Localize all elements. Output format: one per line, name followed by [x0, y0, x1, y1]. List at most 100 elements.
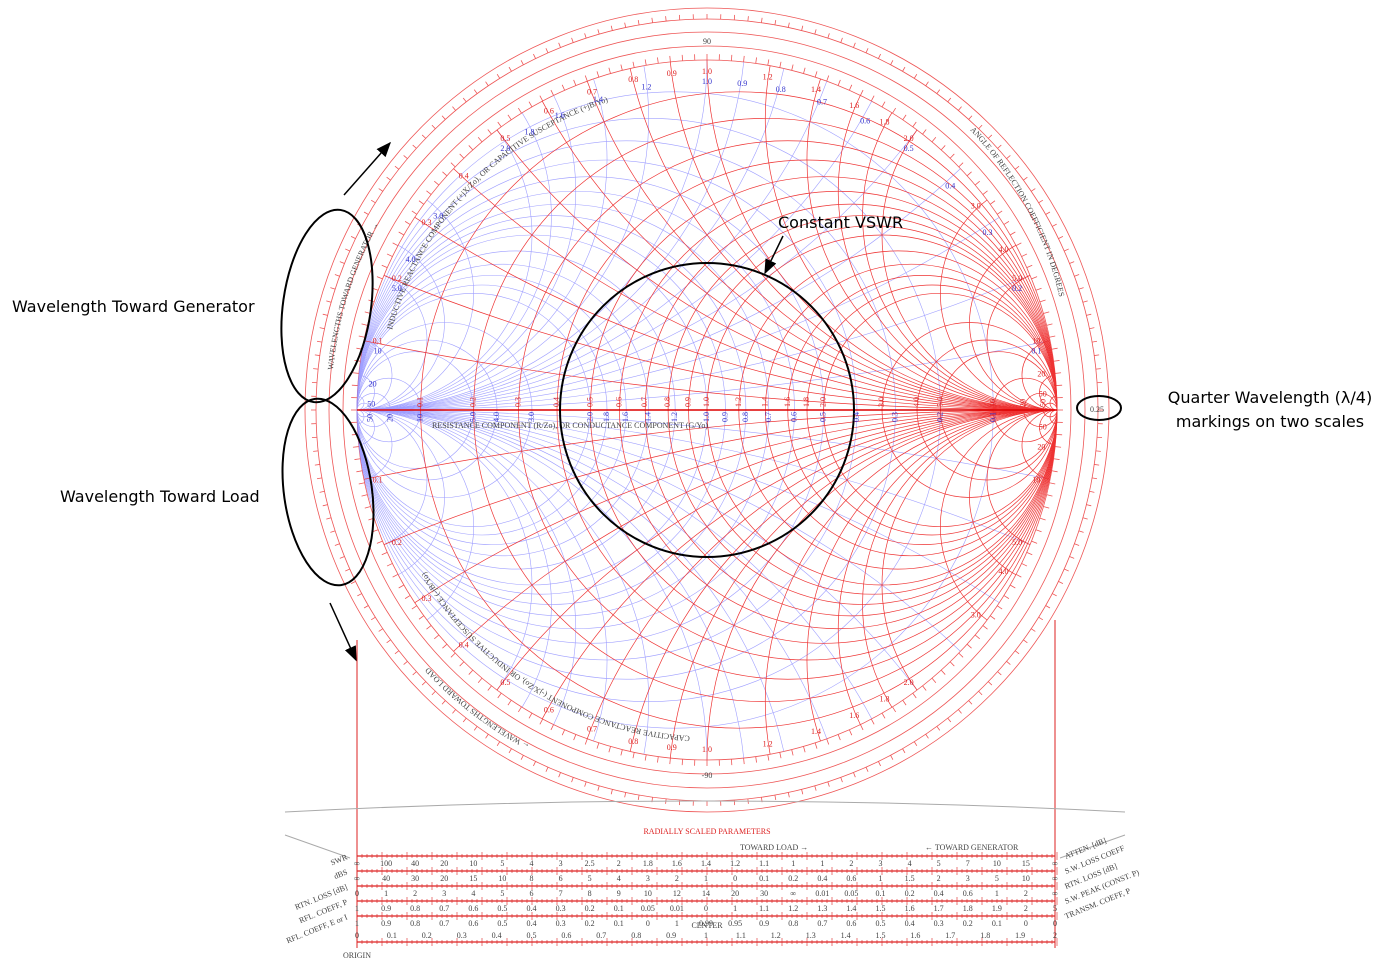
ring-tick — [651, 17, 653, 23]
ring-tick — [571, 37, 574, 43]
ring-tick — [326, 517, 332, 520]
reactance-arc — [496, 409, 1058, 691]
ring-tick — [386, 639, 391, 644]
ring-tick — [1058, 236, 1064, 239]
scale-label: 0.9 — [666, 931, 676, 940]
ring-tick — [779, 61, 782, 68]
reactance-arc — [629, 409, 1058, 752]
reactance-label: 3.0 — [971, 201, 981, 210]
reactance-label: 1.2 — [763, 739, 773, 748]
ring-tick — [912, 692, 917, 699]
ring-tick — [1094, 464, 1100, 466]
reactance-arc — [881, 409, 1058, 691]
ring-tick — [996, 210, 1003, 215]
resistance-label: 1.8 — [802, 397, 811, 407]
susceptance-arc — [356, 409, 577, 725]
scale-label: 4 — [530, 859, 534, 868]
conductance-label: 3.0 — [527, 412, 536, 422]
scale-label: 30 — [760, 889, 768, 898]
reactance-label: 0.9 — [667, 743, 677, 752]
scale-label: 6 — [530, 889, 534, 898]
reactance-label: 0.2 — [392, 274, 402, 283]
ring-tick — [459, 661, 465, 667]
ring-tick — [584, 33, 587, 39]
ring-tick — [1009, 231, 1016, 236]
ring-tick — [966, 643, 972, 649]
ring-tick — [1094, 354, 1100, 356]
ring-tick — [860, 89, 864, 96]
ring-tick — [426, 190, 432, 195]
susceptance-label: 1.2 — [641, 83, 651, 92]
ring-tick — [936, 726, 941, 731]
ring-tick — [1030, 188, 1036, 192]
ring-tick — [313, 368, 319, 370]
ring-tick — [848, 84, 853, 91]
ring-tick — [902, 114, 907, 121]
reactance-label: 0.1 — [373, 476, 383, 485]
ring-tick — [403, 661, 408, 665]
scale-center: CENTER — [691, 921, 723, 930]
ring-tick — [518, 706, 522, 713]
scale-label: 12 — [673, 889, 681, 898]
scale-label: 6 — [559, 874, 563, 883]
ring-tick — [426, 625, 432, 630]
ring-tick — [421, 681, 427, 686]
conductance-label: 1.0 — [702, 412, 711, 422]
annotation: markings on two scales — [1176, 412, 1364, 431]
ring-tick — [791, 64, 794, 71]
ring-tick — [931, 677, 937, 683]
susceptance-label: 0.1 — [1031, 346, 1041, 355]
scale-label: 1.8 — [963, 904, 973, 913]
ring-tick — [411, 605, 418, 610]
ring-tick — [803, 67, 806, 74]
ring-tick — [330, 287, 336, 290]
ring-label: -90 — [702, 771, 713, 780]
ring-tick — [803, 746, 806, 753]
scale-label: 0.9 — [759, 919, 769, 928]
scale-label: 1.6 — [905, 904, 915, 913]
susceptance-arc — [356, 168, 961, 411]
scale-frame — [284, 620, 1126, 948]
ring-tick — [1078, 530, 1084, 533]
resistance-label: 2.0 — [819, 397, 828, 407]
ring-tick — [761, 17, 763, 23]
ring-tick — [1064, 568, 1069, 572]
scale-label: 3 — [442, 889, 446, 898]
ring-tick — [1039, 299, 1046, 303]
scale-label: 1.9 — [1015, 931, 1025, 940]
ring-tick — [743, 758, 745, 765]
scale-label: 0 — [1053, 919, 1057, 928]
ring-tick — [520, 755, 524, 760]
scale-label: 1 — [675, 919, 679, 928]
reactance-label: 1.8 — [880, 118, 890, 127]
conductance-label: 0.8 — [741, 412, 750, 422]
scale-label: 2.5 — [585, 859, 595, 868]
scale-name: SWR — [329, 852, 349, 867]
ring-tick — [925, 81, 929, 87]
ring-tick — [747, 16, 749, 22]
ring-tick — [1051, 347, 1058, 350]
susceptance-label: 1.0 — [702, 77, 712, 86]
ring-tick — [508, 748, 512, 754]
resistance-label: 5.0 — [935, 397, 944, 407]
reactance-arc — [496, 129, 1058, 411]
ring-tick — [974, 634, 980, 640]
ring-tick — [1043, 311, 1050, 314]
reactance-label: 50 — [1039, 390, 1047, 399]
ring-tick — [826, 75, 830, 82]
ring-tick — [350, 236, 356, 239]
ring-tick — [870, 95, 875, 102]
scale-label: 3 — [646, 874, 650, 883]
scale-label: 0.7 — [596, 931, 606, 940]
reactance-arc — [453, 409, 1058, 652]
scale-label: 7 — [559, 889, 563, 898]
ring-tick — [982, 625, 988, 630]
susceptance-arc — [356, 409, 608, 742]
ring-tick — [452, 709, 456, 714]
ring-tick — [459, 153, 465, 159]
annotation-shapes — [280, 141, 1122, 662]
scale-label: 4 — [908, 859, 912, 868]
ring-tick — [398, 584, 405, 589]
ring-tick — [958, 652, 964, 658]
